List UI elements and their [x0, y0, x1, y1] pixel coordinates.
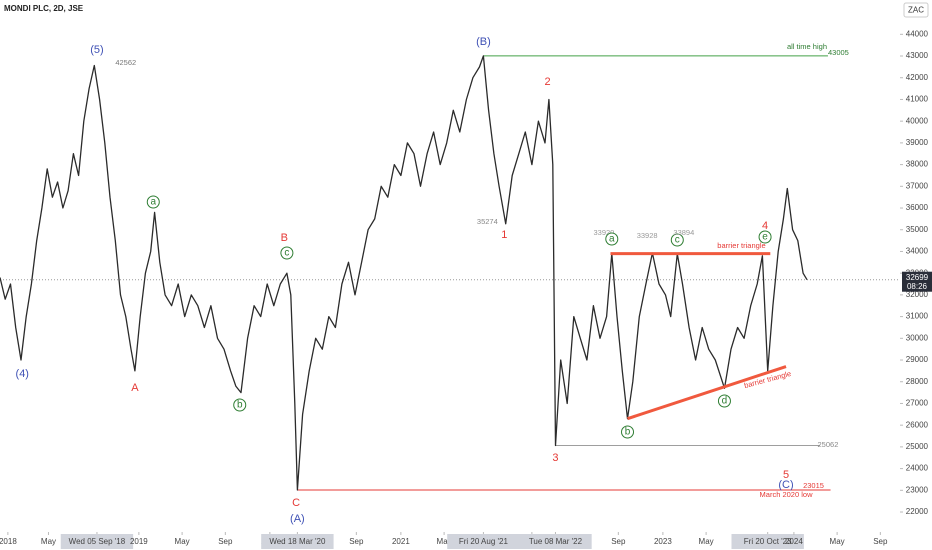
- x-highlight-bg: [519, 534, 592, 549]
- x-highlight-bg: [447, 534, 520, 549]
- annotation: 4: [762, 220, 768, 232]
- y-tick-label: 34000: [906, 247, 929, 256]
- x-highlight-bg: [731, 534, 804, 549]
- x-tick-label: 2018: [0, 537, 17, 546]
- y-tick-label: 40000: [906, 116, 929, 125]
- x-tick-label: May: [699, 537, 714, 546]
- y-tick-label: 43000: [906, 51, 929, 60]
- symbol-title: MONDI PLC, 2D, JSE: [4, 4, 84, 13]
- currency-box: [903, 2, 929, 18]
- y-tick-label: 36000: [906, 203, 929, 212]
- y-tick-label: 32000: [906, 290, 929, 299]
- annotation: 33928: [637, 231, 658, 240]
- annotation: 23015: [803, 481, 824, 490]
- annotation: 25062: [818, 440, 839, 449]
- annotation: 43005: [828, 48, 849, 57]
- y-tick-label: 31000: [906, 312, 929, 321]
- annotation: 33894: [673, 228, 694, 237]
- y-tick-label: 30000: [906, 333, 929, 342]
- y-tick-label: 27000: [906, 399, 929, 408]
- annotation: 42562: [115, 58, 136, 67]
- y-tick-label: 42000: [906, 73, 929, 82]
- annotation: 2: [545, 76, 551, 88]
- x-tick-label: Sep: [873, 537, 888, 546]
- wave-label: e: [762, 232, 768, 243]
- annotation: (C): [778, 479, 793, 491]
- wave-circle: [717, 394, 731, 408]
- x-tick-label: 2024: [785, 537, 803, 546]
- x-tick-label: May: [830, 537, 845, 546]
- annotation: all time high: [787, 42, 827, 51]
- y-tick-label: 29000: [906, 355, 929, 364]
- y-tick-label: 22000: [906, 507, 929, 516]
- wave-circle: [233, 398, 247, 412]
- annotation: B: [281, 232, 288, 244]
- x-tick-label: 2023: [654, 537, 672, 546]
- annotation: (A): [290, 513, 305, 525]
- annotation: barrier triangle: [717, 241, 765, 250]
- x-tick-label: May: [175, 537, 190, 546]
- annotation: 3: [552, 452, 558, 464]
- wave-circle: [146, 195, 160, 209]
- annotation: 5: [783, 469, 789, 481]
- wave-label: d: [722, 396, 728, 407]
- y-tick-label: 44000: [906, 29, 929, 38]
- annotation: 33920: [594, 228, 615, 237]
- price-tag-countdown: 08:26: [907, 282, 928, 291]
- wave-label: a: [150, 197, 156, 208]
- annotation: (4): [16, 368, 29, 380]
- y-tick-label: 23000: [906, 485, 929, 494]
- y-tick-label: 37000: [906, 181, 929, 190]
- x-tick-label: May: [41, 537, 56, 546]
- x-tick-label: May: [437, 537, 452, 546]
- x-tick-label: Sep: [349, 537, 364, 546]
- price-tag-value: 32699: [906, 273, 929, 282]
- x-tick-label: Wed 18 Mar '20: [269, 537, 326, 546]
- x-tick-label: Wed 05 Sep '18: [69, 537, 126, 546]
- wave-label: c: [675, 235, 680, 246]
- y-tick-label: 24000: [906, 464, 929, 473]
- wave-circle: [670, 233, 684, 247]
- x-tick-label: Sep: [611, 537, 626, 546]
- annotation: March 2020 low: [760, 490, 814, 499]
- wave-label: c: [284, 248, 289, 259]
- x-highlight-bg: [261, 534, 334, 549]
- x-tick-label: Fri 20 Aug '21: [459, 537, 509, 546]
- x-tick-label: Tue 08 Mar '22: [529, 537, 583, 546]
- annotation: (5): [90, 44, 103, 56]
- annotation: 1: [501, 229, 507, 241]
- wave-label: b: [625, 427, 631, 438]
- price-tag: [902, 271, 932, 292]
- wave-circle: [280, 246, 294, 260]
- currency: ZAC: [908, 6, 924, 15]
- wave-circle: [758, 230, 772, 244]
- y-tick-label: 25000: [906, 442, 929, 451]
- annotation: C: [292, 497, 300, 509]
- y-tick-label: 39000: [906, 138, 929, 147]
- x-tick-label: 2021: [392, 537, 410, 546]
- y-tick-label: 41000: [906, 95, 929, 104]
- price-line: [0, 55, 808, 491]
- y-tick-label: 35000: [906, 225, 929, 234]
- x-tick-label: 2019: [130, 537, 148, 546]
- y-tick-label: 38000: [906, 160, 929, 169]
- annotation: 35274: [477, 217, 498, 226]
- x-tick-label: Sep: [218, 537, 233, 546]
- y-tick-label: 28000: [906, 377, 929, 386]
- x-tick-label: Fri 20 Oct '23: [744, 537, 792, 546]
- y-tick-label: 26000: [906, 420, 929, 429]
- barrier-line: [627, 365, 787, 421]
- wave-circle: [605, 232, 619, 246]
- x-highlight-bg: [60, 534, 134, 549]
- annotation: A: [131, 382, 139, 394]
- wave-label: a: [609, 234, 615, 245]
- annotation: (B): [476, 36, 491, 48]
- wave-label: b: [237, 400, 243, 411]
- wave-circle: [621, 425, 635, 439]
